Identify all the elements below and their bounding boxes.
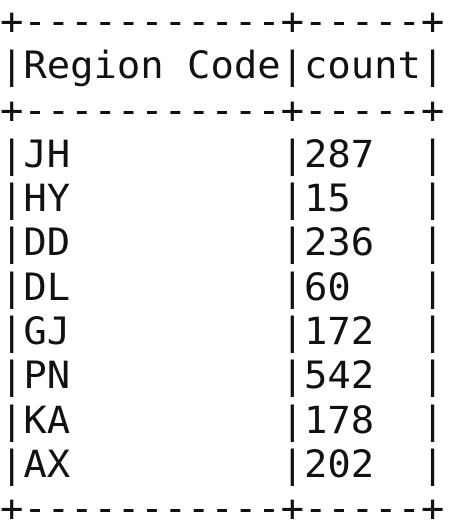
region-code-cell: KA — [23, 398, 71, 442]
column-separator: | — [420, 398, 445, 442]
count-cell: 15 — [303, 177, 351, 221]
column-separator: | — [0, 44, 24, 88]
count-cell: 542 — [303, 354, 375, 398]
region-code-cell: HY — [23, 177, 71, 221]
region-code-cell: JH — [23, 132, 71, 176]
table-row: |PN |542 | — [0, 354, 444, 398]
column-separator: | — [280, 132, 304, 176]
region-code-cell: PN — [23, 354, 71, 398]
column-separator: | — [0, 354, 24, 398]
column-separator: | — [420, 177, 445, 221]
count-cell: 236 — [303, 221, 375, 265]
column-separator: | — [280, 44, 304, 88]
table-row: |JH |287 | — [0, 133, 444, 177]
column-separator: | — [420, 354, 445, 398]
table-bottom-border: +-----------+-----+ — [0, 487, 445, 531]
column-separator: | — [420, 310, 445, 354]
region-code-cell: GJ — [23, 310, 71, 354]
column-separator: | — [420, 221, 445, 265]
column-separator: | — [0, 310, 24, 354]
column-separator: | — [0, 132, 24, 176]
column-separator: | — [0, 442, 24, 486]
count-cell: 202 — [303, 442, 375, 486]
table-row: |GJ |172 | — [0, 310, 444, 354]
region-code-cell: AX — [23, 442, 71, 486]
column-separator: | — [280, 398, 304, 442]
column-separator: | — [420, 44, 445, 88]
table-row: |KA |178 | — [0, 399, 444, 443]
column-separator: | — [280, 177, 304, 221]
table-top-border: +-----------+-----+ — [0, 0, 445, 43]
column-separator: | — [280, 354, 304, 398]
column-separator: | — [0, 177, 24, 221]
header-region-code: Region Code — [23, 44, 281, 88]
table-row: |HY |15 | — [0, 177, 444, 221]
table-row: |AX |202 | — [0, 443, 444, 487]
region-code-cell: DL — [23, 265, 71, 309]
column-separator: | — [420, 265, 445, 309]
table-header-border: +-----------+-----+ — [0, 88, 445, 132]
count-cell: 60 — [303, 265, 351, 309]
column-separator: | — [280, 221, 304, 265]
column-separator: | — [280, 442, 304, 486]
column-separator: | — [280, 310, 304, 354]
column-separator: | — [420, 442, 445, 486]
column-separator: | — [280, 265, 304, 309]
region-code-cell: DD — [23, 221, 71, 265]
count-cell: 287 — [303, 132, 375, 176]
table-header-row: |Region Code|count| — [0, 44, 444, 88]
column-separator: | — [0, 221, 24, 265]
column-separator: | — [0, 398, 24, 442]
column-separator: | — [0, 265, 24, 309]
count-cell: 172 — [303, 310, 375, 354]
header-count: count — [303, 44, 421, 88]
table-row: |DL |60 | — [0, 266, 444, 310]
count-cell: 178 — [303, 398, 375, 442]
table-row: |DD |236 | — [0, 221, 444, 265]
column-separator: | — [420, 132, 445, 176]
